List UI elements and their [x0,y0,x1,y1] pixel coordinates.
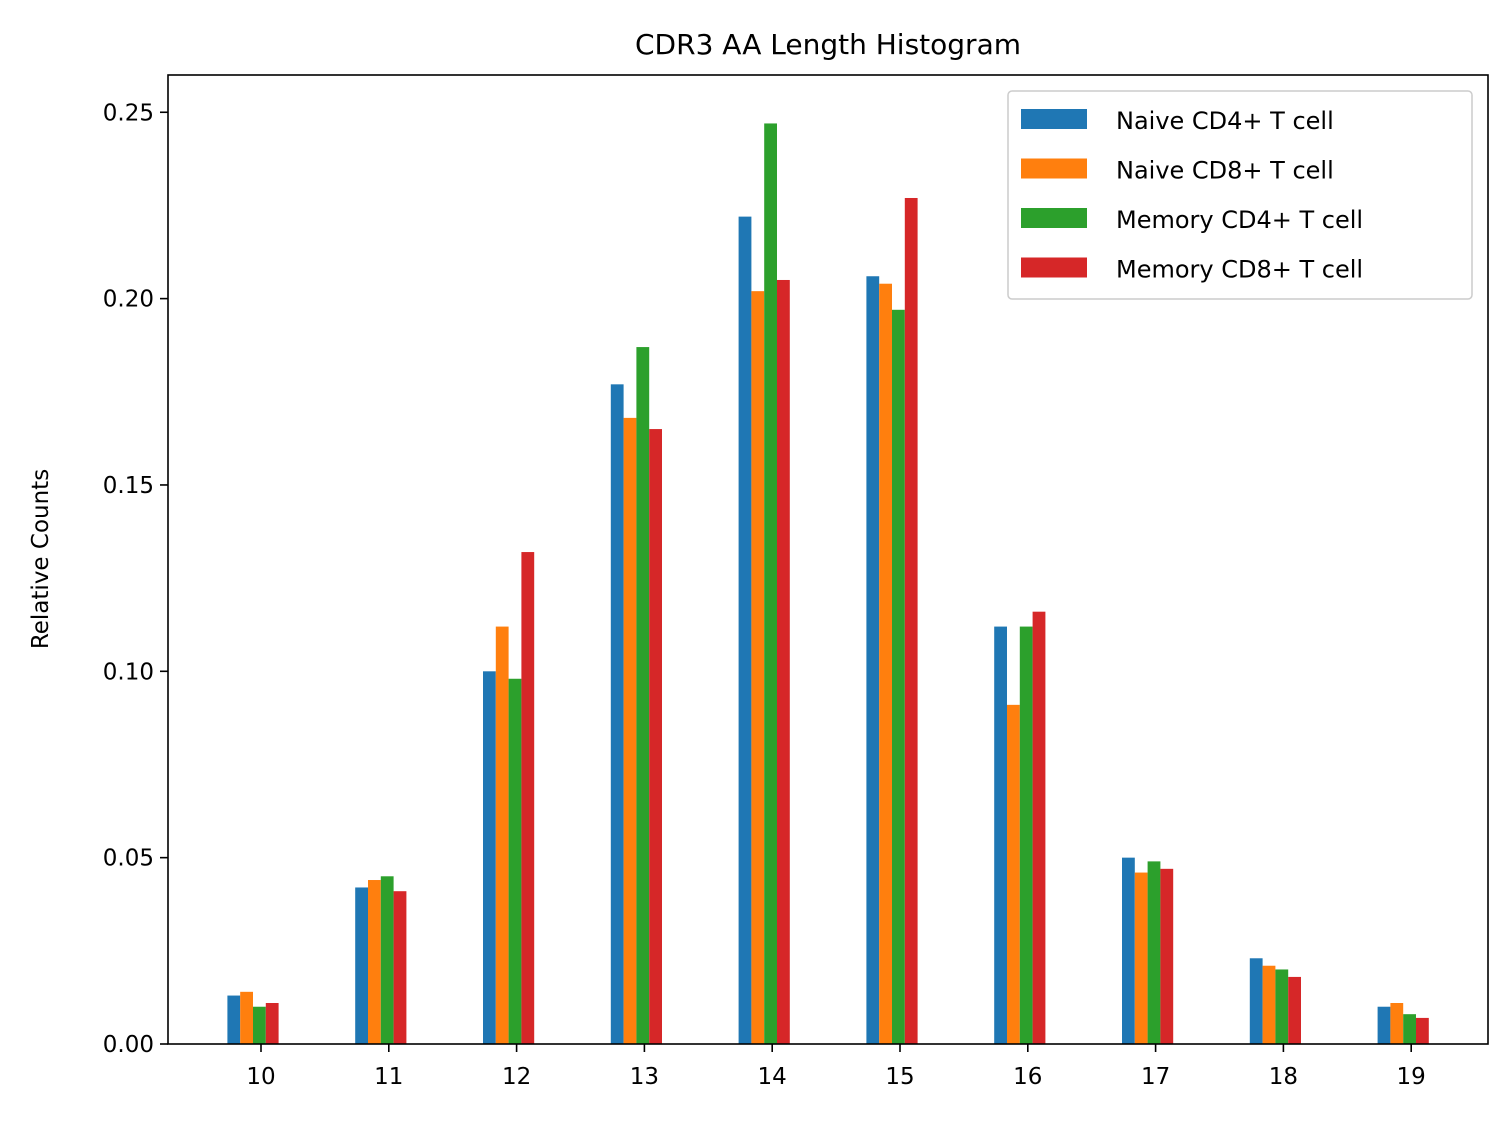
x-tick-label: 15 [885,1064,914,1090]
legend-swatch [1021,109,1087,129]
y-axis-label: Relative Counts [28,469,54,649]
bar-16-series-3 [1019,626,1033,1044]
legend-swatch [1021,158,1087,179]
bar-18-series-2 [1262,965,1276,1044]
y-tick-label: 0.15 [103,473,154,499]
bar-11-series-2 [368,880,381,1044]
bar-13-series-3 [636,347,650,1044]
bar-14-series-1 [738,216,752,1044]
x-tick-label: 13 [630,1064,659,1090]
bar-16-series-4 [1032,611,1046,1044]
legend-label: Naive CD4+ T cell [1116,107,1334,135]
bar-17-series-1 [1122,857,1135,1044]
bar-17-series-2 [1134,872,1148,1044]
bar-13-series-4 [649,429,662,1044]
x-tick-label: 11 [374,1064,403,1090]
bar-17-series-4 [1160,868,1174,1044]
x-axis-ticks: 10 11 12 13 14 15 16 17 18 19 [246,1044,1426,1090]
y-tick-label: 0.05 [103,846,154,872]
legend-label: Memory CD8+ T cell [1116,256,1363,284]
plot-frame [167,74,1489,1045]
bar-17-series-3 [1147,861,1161,1044]
x-tick-label: 19 [1397,1064,1426,1090]
y-tick-label: 0.25 [103,100,154,126]
x-tick-label: 17 [1141,1064,1170,1090]
bar-10-series-1 [227,995,241,1044]
bar-16-series-1 [994,626,1007,1044]
x-tick-label: 10 [246,1064,275,1090]
legend: Naive CD4+ T cell Naive CD8+ T cell Memory… [1007,90,1473,300]
y-tick-label: 0.00 [103,1032,154,1058]
bar-10-series-4 [265,1003,279,1044]
bar-19-series-3 [1403,1014,1416,1044]
bar-19-series-2 [1390,1003,1404,1044]
bar-14-series-3 [764,123,777,1044]
bar-16-series-2 [1007,704,1020,1044]
x-tick-label: 16 [1013,1064,1042,1090]
bar-13-series-2 [623,417,637,1044]
bar-18-series-4 [1288,976,1301,1044]
bar-18-series-1 [1249,958,1263,1044]
legend-label: Naive CD8+ T cell [1116,157,1334,185]
bar-11-series-1 [355,887,368,1044]
bar-14-series-2 [751,291,765,1044]
bar-19-series-4 [1416,1017,1429,1044]
x-tick-label: 12 [502,1064,531,1090]
legend-swatch [1021,208,1087,228]
bar-12-series-3 [508,678,522,1044]
bar-15-series-1 [866,276,880,1044]
y-axis-ticks: 0.00 0.05 0.10 0.15 0.20 0.25 [103,100,168,1058]
bar-13-series-1 [610,384,624,1045]
legend-frame [1007,90,1473,300]
x-tick-label: 14 [758,1064,787,1090]
bar-15-series-4 [904,197,918,1045]
bar-12-series-4 [521,552,535,1044]
bar-12-series-1 [483,671,496,1044]
bar-15-series-3 [892,309,905,1044]
bar-15-series-2 [879,283,892,1045]
bar-19-series-1 [1377,1006,1391,1044]
y-tick-label: 0.20 [103,287,154,313]
legend-swatch [1021,257,1087,278]
chart-title: CDR3 AA Length Histogram [635,28,1021,61]
bar-10-series-3 [253,1006,266,1044]
bar-11-series-3 [380,876,394,1044]
bars-group [227,123,1429,1045]
x-tick-label: 18 [1269,1064,1298,1090]
axes-group [167,74,1489,1045]
bar-11-series-4 [393,891,407,1044]
bar-12-series-2 [495,626,509,1044]
legend-label: Memory CD4+ T cell [1116,206,1363,234]
bar-14-series-4 [777,279,790,1045]
y-tick-label: 0.10 [103,659,154,685]
bar-10-series-2 [240,991,253,1044]
bar-18-series-3 [1275,969,1289,1044]
